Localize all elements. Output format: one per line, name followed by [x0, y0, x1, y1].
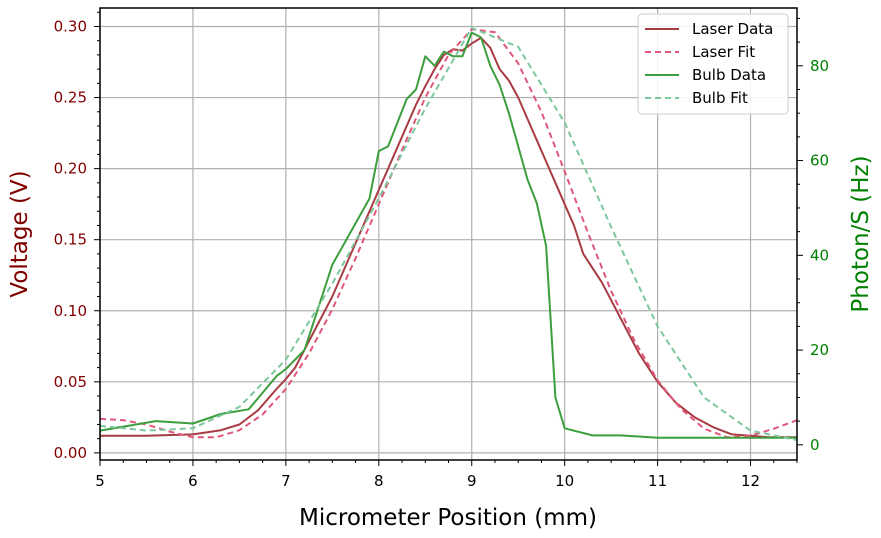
- y-right-tick-label: 0: [810, 436, 820, 454]
- y-left-tick-label: 0.30: [54, 17, 87, 35]
- legend-label-bulb-data: Bulb Data: [692, 66, 766, 84]
- x-axis-ticks: 5 6 7 8 9 10 11 12: [95, 460, 798, 490]
- x-tick-label: 10: [555, 472, 574, 490]
- x-tick-label: 12: [741, 472, 760, 490]
- y-left-tick-label: 0.15: [54, 231, 87, 249]
- legend-box: [637, 13, 789, 115]
- x-tick-label: 8: [374, 472, 384, 490]
- series-bulb-data: [99, 31, 797, 439]
- x-tick-label: 11: [648, 472, 667, 490]
- y-right-tick-label: 60: [810, 152, 829, 170]
- y-left-tick-label: 0.25: [54, 89, 87, 107]
- legend-label-laser-data: Laser Data: [692, 20, 773, 38]
- y-right-axis-title: Photon/S (Hz): [848, 155, 874, 312]
- x-tick-label: 6: [188, 472, 198, 490]
- y-right-axis-ticks: 0 20 40 60 80: [797, 17, 829, 454]
- y-left-tick-label: 0.10: [54, 302, 87, 320]
- legend: Laser Data Laser Fit Bulb Data Bulb Fit: [637, 13, 789, 115]
- y-right-tick-label: 20: [810, 341, 829, 359]
- y-left-tick-label: 0.00: [54, 444, 87, 462]
- y-left-axis-ticks: 0.00 0.05 0.10 0.15 0.20 0.25 0.30: [54, 11, 100, 462]
- plot-lines: [99, 26, 798, 442]
- x-tick-label: 9: [467, 472, 477, 490]
- y-right-tick-label: 80: [810, 57, 829, 75]
- y-left-tick-label: 0.05: [54, 373, 87, 391]
- x-tick-label: 7: [281, 472, 291, 490]
- series-laser-data: [100, 36, 797, 439]
- x-axis-title: Micrometer Position (mm): [299, 505, 597, 531]
- y-left-tick-label: 0.20: [54, 160, 87, 178]
- legend-label-bulb-fit: Bulb Fit: [692, 89, 748, 107]
- y-left-axis-title: Voltage (V): [7, 170, 33, 297]
- y-right-tick-label: 40: [810, 246, 829, 264]
- legend-label-laser-fit: Laser Fit: [692, 43, 755, 61]
- series-bulb-fit: [99, 26, 798, 442]
- x-tick-label: 5: [95, 472, 105, 490]
